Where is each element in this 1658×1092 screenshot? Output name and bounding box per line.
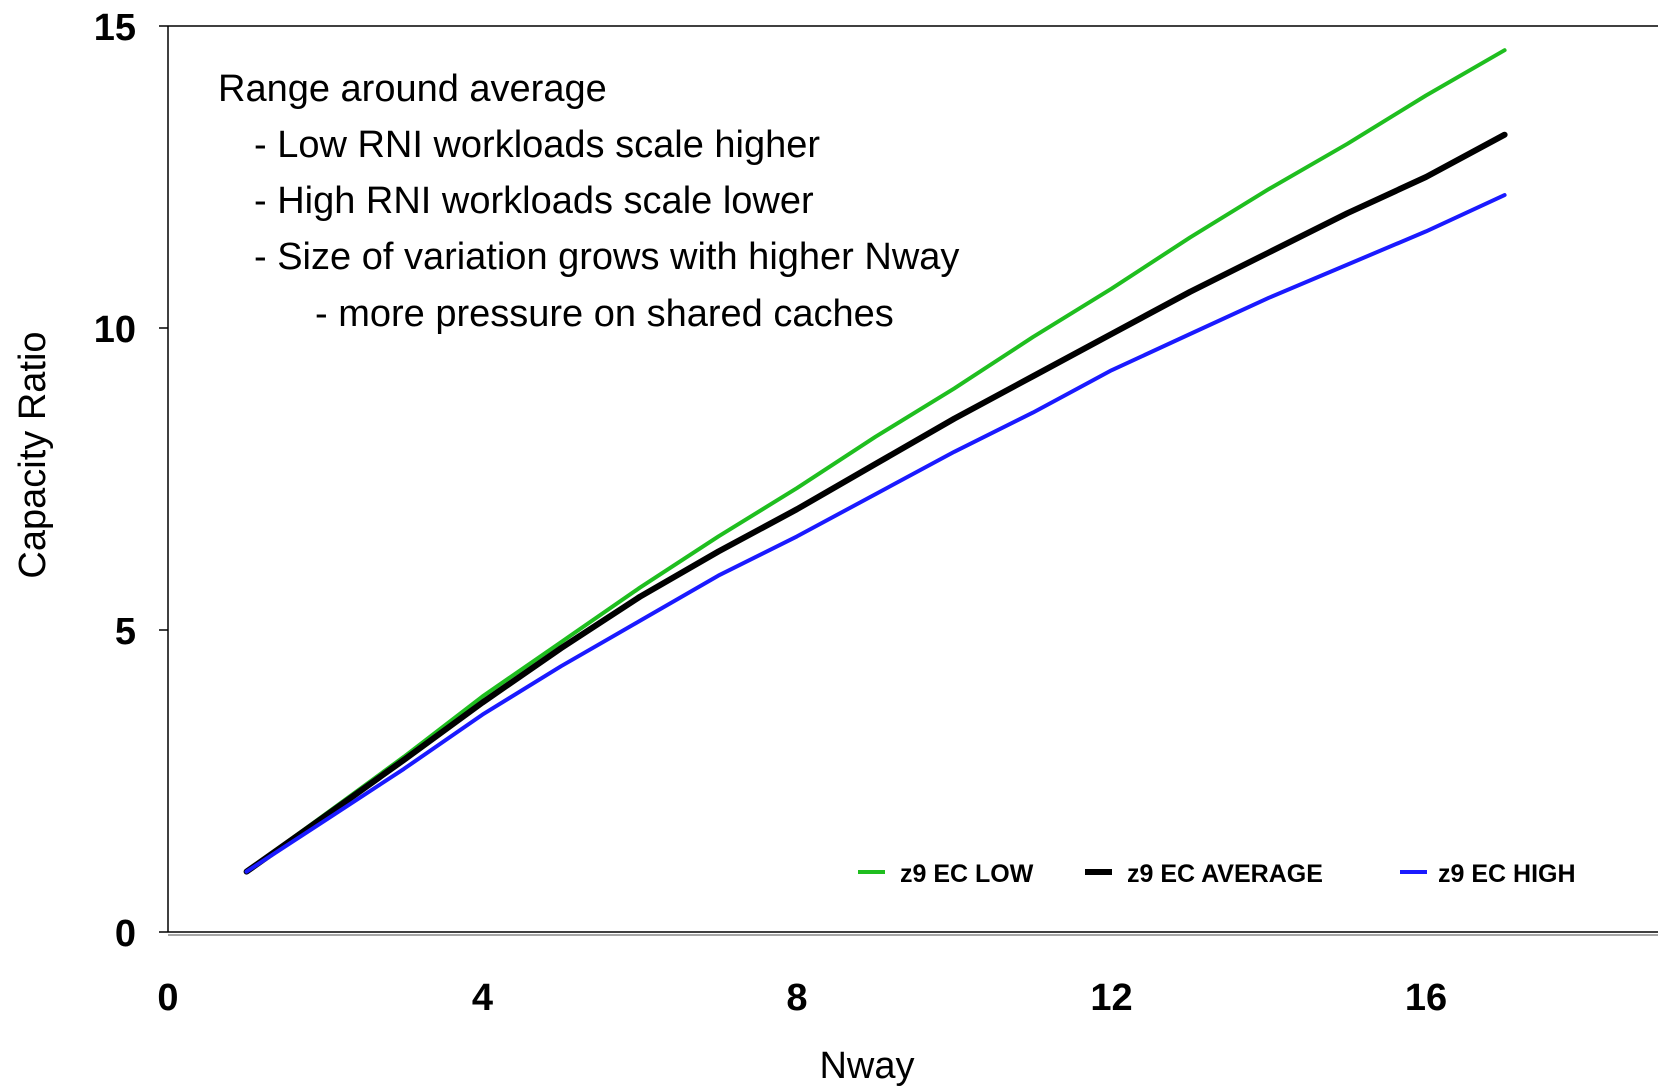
legend-label: z9 EC AVERAGE [1127, 860, 1323, 888]
legend-label: z9 EC LOW [900, 860, 1034, 888]
series-lines [243, 48, 1508, 875]
annotation-line: - more pressure on shared caches [315, 293, 894, 335]
annotation-line: - Low RNI workloads scale higher [254, 124, 820, 166]
x-tick-label: 8 [786, 977, 807, 1019]
y-tick-label: 15 [94, 7, 136, 49]
annotation-line: Range around average [218, 68, 607, 110]
series-line-average [243, 131, 1508, 875]
y-tick-label: 5 [115, 611, 136, 653]
annotation-line: - Size of variation grows with higher Nw… [254, 236, 959, 278]
y-axis-ticks: 0 5 10 15 [94, 7, 168, 955]
annotation-text: Range around average - Low RNI workloads… [218, 68, 959, 335]
legend: z9 EC LOW z9 EC AVERAGE z9 EC HIGH [858, 860, 1576, 888]
x-tick-label: 0 [157, 977, 178, 1019]
y-axis-title: Capacity Ratio [12, 331, 54, 578]
x-axis-title: Nway [819, 1045, 914, 1087]
legend-label: z9 EC HIGH [1438, 860, 1576, 888]
plot-frame [167, 25, 1658, 936]
series-line-low [244, 48, 1507, 874]
y-tick-label: 10 [94, 309, 136, 351]
x-tick-label: 12 [1090, 977, 1132, 1019]
x-axis-ticks: 0 4 8 12 16 [157, 977, 1447, 1019]
x-tick-label: 4 [472, 977, 493, 1019]
series-line-high [244, 193, 1507, 874]
y-tick-label: 0 [115, 913, 136, 955]
x-tick-label: 16 [1405, 977, 1447, 1019]
annotation-line: - High RNI workloads scale lower [254, 180, 814, 222]
